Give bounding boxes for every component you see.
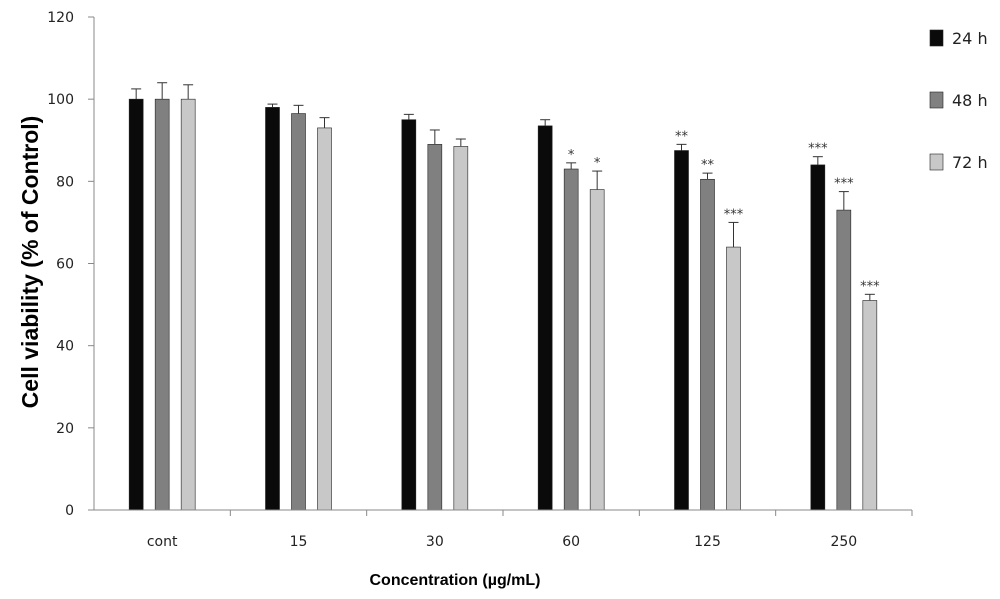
bar — [726, 246, 741, 511]
y-tick-label: 0 — [65, 503, 74, 519]
legend-swatch — [929, 91, 944, 109]
y-axis-title: Cell viability (% of Control) — [17, 116, 43, 409]
bar — [862, 300, 878, 511]
y-tick-label: 80 — [56, 174, 74, 190]
bar — [265, 107, 280, 511]
bar — [589, 189, 605, 511]
x-tick-label: 15 — [290, 534, 308, 550]
bar — [427, 144, 443, 511]
significance-label: * — [594, 156, 601, 171]
x-axis-title: Concentration (µg/mL) — [370, 572, 541, 589]
y-tick-label: 20 — [56, 421, 74, 437]
legend-label: 72 h — [952, 153, 988, 172]
x-tick-label: 30 — [426, 534, 444, 550]
bar — [700, 178, 715, 511]
bar — [401, 119, 417, 511]
bar — [453, 146, 469, 511]
bar — [317, 127, 332, 511]
bar — [180, 98, 196, 511]
legend-label: 24 h — [952, 29, 988, 48]
significance-label: *** — [808, 142, 828, 157]
bar — [537, 125, 553, 511]
bar — [836, 209, 852, 511]
bar — [563, 168, 579, 511]
bar — [810, 164, 826, 511]
significance-label: *** — [724, 207, 744, 222]
legend-swatch — [929, 153, 944, 171]
axes-group: 0 20 40 60 80 100 120 cont 15 30 60 125 250 — [47, 10, 913, 550]
bar — [674, 150, 689, 511]
bars-group: ****************** — [128, 82, 880, 511]
significance-label: *** — [834, 177, 854, 192]
significance-label: ** — [675, 129, 689, 144]
significance-label: * — [568, 148, 575, 163]
y-tick-label: 40 — [56, 339, 74, 355]
bar — [154, 98, 170, 511]
x-tick-label: 60 — [562, 534, 580, 550]
x-tick-label: cont — [147, 534, 178, 550]
legend-label: 48 h — [952, 91, 988, 110]
x-tick-label: 125 — [694, 534, 721, 550]
bar — [291, 113, 306, 511]
significance-label: *** — [860, 279, 880, 294]
legend: 24 h 48 h 72 h — [929, 29, 988, 172]
bar — [128, 98, 144, 511]
x-tick-label: 250 — [830, 534, 857, 550]
significance-label: ** — [701, 158, 715, 173]
y-tick-label: 60 — [56, 257, 74, 273]
y-tick-label: 100 — [47, 92, 74, 108]
legend-swatch — [929, 29, 944, 47]
y-tick-label: 120 — [47, 10, 74, 26]
